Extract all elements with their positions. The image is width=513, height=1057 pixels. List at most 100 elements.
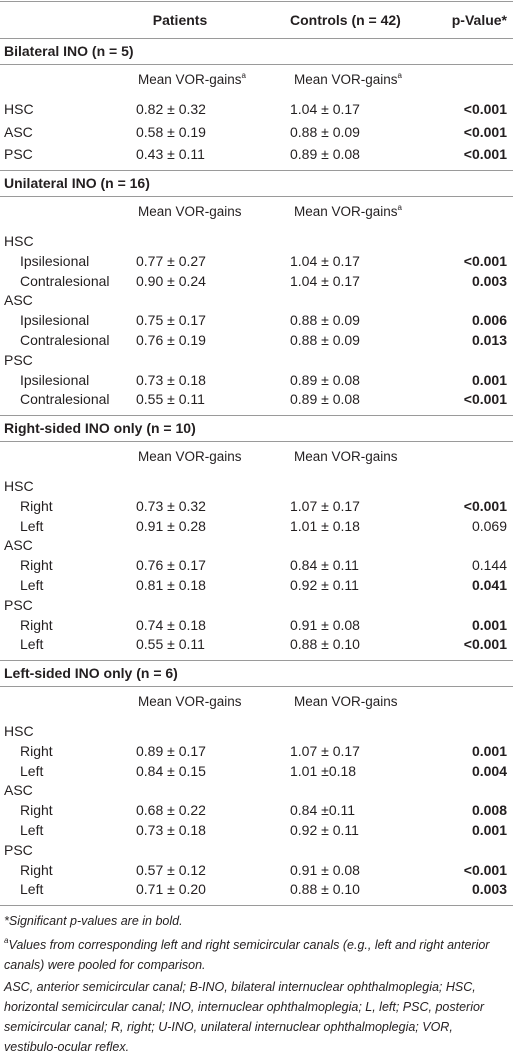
p-value: <0.001 xyxy=(463,123,507,140)
row-label: HSC xyxy=(4,723,34,739)
controls-value: 0.88 ± 0.09 xyxy=(290,312,360,329)
subheader: Mean VOR-gainsa xyxy=(138,70,246,90)
footnote-text: Values from corresponding left and right… xyxy=(4,938,490,972)
p-value: 0.001 xyxy=(471,616,507,633)
p-value: <0.001 xyxy=(463,101,507,117)
row-label: HSC xyxy=(4,233,34,249)
row-label: ASC xyxy=(4,537,33,554)
subheader-text: Mean VOR-gains xyxy=(138,449,242,464)
patients-value: 0.76 ± 0.17 xyxy=(136,557,206,574)
row-label: Left xyxy=(20,762,44,779)
rule xyxy=(0,660,513,661)
p-value: <0.001 xyxy=(463,391,507,408)
row-label: ASC xyxy=(4,292,33,309)
p-value: <0.001 xyxy=(463,861,507,878)
patients-value: 0.73 ± 0.32 xyxy=(136,497,206,514)
subheader-text: Mean VOR-gains xyxy=(138,694,242,709)
rule xyxy=(0,686,513,687)
p-value: <0.001 xyxy=(463,146,507,162)
controls-value: 1.01 ± 0.18 xyxy=(290,517,360,534)
header-controls: Controls (n = 42) xyxy=(290,12,401,28)
row-label: Left xyxy=(20,822,44,838)
subheader: Mean VOR-gainsa xyxy=(294,202,402,222)
subheader-text: Mean VOR-gains xyxy=(138,204,242,219)
p-value: <0.001 xyxy=(463,636,507,653)
patients-value: 0.55 ± 0.11 xyxy=(136,636,205,653)
p-value: 0.001 xyxy=(471,822,507,838)
patients-value: 0.77 ± 0.27 xyxy=(136,252,206,269)
controls-value: 0.92 ± 0.11 xyxy=(290,822,359,838)
controls-value: 0.92 ± 0.11 xyxy=(290,577,359,593)
row-label: Ipsilesional xyxy=(20,252,90,269)
subheader-text: Mean VOR-gains xyxy=(294,72,398,87)
header-p-value: p-Value* xyxy=(451,12,507,28)
row-label: Left xyxy=(20,881,44,898)
rule xyxy=(0,170,513,171)
table-top-rule xyxy=(0,1,513,2)
row-label: PSC xyxy=(4,351,33,368)
footnote-mark: a xyxy=(4,936,9,945)
row-label: Right xyxy=(20,497,53,514)
patients-value: 0.74 ± 0.18 xyxy=(136,616,206,633)
p-value: 0.041 xyxy=(471,577,507,593)
patients-value: 0.76 ± 0.19 xyxy=(136,332,206,348)
row-label: Left xyxy=(20,577,44,593)
subheader-text: Mean VOR-gains xyxy=(138,72,242,87)
row-label: Contralesional xyxy=(20,332,110,348)
controls-value: 1.04 ± 0.17 xyxy=(290,101,360,117)
subheader-text: Mean VOR-gains xyxy=(294,694,398,709)
row-label: Left xyxy=(20,517,44,534)
footnote: aValues from corresponding left and righ… xyxy=(4,935,509,975)
row-label: Right xyxy=(20,616,53,633)
controls-value: 1.04 ± 0.17 xyxy=(290,252,360,269)
patients-value: 0.90 ± 0.24 xyxy=(136,272,206,289)
row-label: HSC xyxy=(4,101,34,117)
controls-value: 0.84 ±0.11 xyxy=(290,802,356,819)
section-title: Bilateral INO (n = 5) xyxy=(4,43,134,59)
row-label: Ipsilesional xyxy=(20,312,90,329)
subheader: Mean VOR-gains xyxy=(294,692,398,712)
rule xyxy=(0,905,513,906)
section-title: Left-sided INO only (n = 6) xyxy=(4,665,178,681)
row-label: PSC xyxy=(4,146,33,162)
p-value: 0.013 xyxy=(471,332,507,348)
controls-value: 0.88 ± 0.10 xyxy=(290,881,360,898)
subheader-text: Mean VOR-gains xyxy=(294,204,398,219)
patients-value: 0.58 ± 0.19 xyxy=(136,123,206,140)
subheader-text: Mean VOR-gains xyxy=(294,449,398,464)
row-label: HSC xyxy=(4,478,34,494)
p-value: 0.008 xyxy=(471,802,507,819)
row-label: PSC xyxy=(4,841,33,858)
patients-value: 0.57 ± 0.12 xyxy=(136,861,206,878)
p-value: <0.001 xyxy=(463,252,507,269)
controls-value: 1.07 ± 0.17 xyxy=(290,497,360,514)
rule xyxy=(0,38,513,39)
subheader: Mean VOR-gains xyxy=(138,202,242,222)
patients-value: 0.55 ± 0.11 xyxy=(136,391,205,408)
row-label: Ipsilesional xyxy=(20,371,90,388)
patients-value: 0.81 ± 0.18 xyxy=(136,577,206,593)
patients-value: 0.89 ± 0.17 xyxy=(136,742,206,759)
header-patients: Patients xyxy=(152,12,208,28)
footnote: ASC, anterior semicircular canal; B-INO,… xyxy=(4,980,485,1054)
rule xyxy=(0,196,513,197)
controls-value: 1.07 ± 0.17 xyxy=(290,742,360,759)
controls-value: 0.88 ± 0.09 xyxy=(290,332,360,348)
controls-value: 0.89 ± 0.08 xyxy=(290,391,360,408)
patients-value: 0.68 ± 0.22 xyxy=(136,802,206,819)
controls-value: 0.89 ± 0.08 xyxy=(290,146,360,162)
p-value: 0.144 xyxy=(471,557,507,574)
p-value: 0.001 xyxy=(471,371,507,388)
row-label: ASC xyxy=(4,782,33,799)
controls-value: 0.88 ± 0.09 xyxy=(290,123,360,140)
patients-value: 0.82 ± 0.32 xyxy=(136,101,206,117)
footnote-mark: a xyxy=(397,203,402,212)
row-label: Right xyxy=(20,802,53,819)
p-value: 0.003 xyxy=(471,272,507,289)
row-label: Contralesional xyxy=(20,391,110,408)
patients-value: 0.84 ± 0.15 xyxy=(136,762,206,779)
rule xyxy=(0,64,513,65)
p-value: 0.003 xyxy=(471,881,507,898)
subheader: Mean VOR-gainsa xyxy=(294,70,402,90)
